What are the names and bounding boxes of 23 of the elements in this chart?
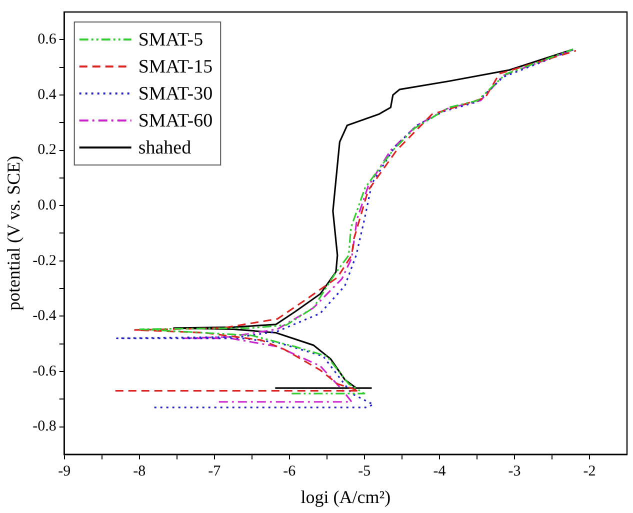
x-tick-label: -6	[283, 463, 296, 480]
x-tick-label: -9	[58, 463, 71, 480]
x-tick-label: -4	[433, 463, 446, 480]
x-tick-label: -7	[208, 463, 222, 480]
y-tick-label: -0.4	[32, 308, 57, 324]
x-tick-label: -5	[358, 463, 371, 480]
x-tick-label: -2	[583, 463, 596, 480]
legend-label: SMAT-15	[138, 56, 213, 78]
legend-label: SMAT-30	[138, 83, 213, 104]
legend-label: SMAT-60	[138, 110, 213, 132]
y-axis-title: potential (V vs. SCE)	[4, 156, 24, 311]
x-axis-title: logi (A/cm²)	[300, 486, 391, 507]
x-tick-label: -3	[508, 463, 521, 480]
y-tick-label: -0.8	[32, 418, 56, 435]
y-tick-label: -0.2	[32, 252, 56, 269]
x-tick-label: -8	[133, 463, 146, 480]
y-tick-label: 0.0	[38, 197, 56, 214]
y-tick-label: 0.6	[38, 32, 57, 48]
legend-label: shahed	[138, 137, 192, 158]
y-tick-label: 0.2	[38, 142, 56, 158]
y-tick-label: -0.6	[32, 363, 57, 380]
y-tick-label: 0.4	[38, 86, 57, 103]
legend-label: SMAT-5	[138, 29, 204, 50]
